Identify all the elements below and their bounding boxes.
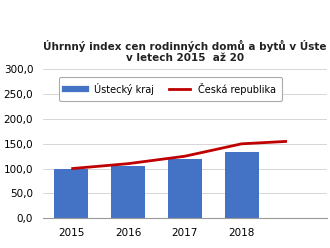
Bar: [168, 159, 202, 218]
Bar: [111, 166, 145, 218]
Legend: Ústecký kraj, Česká republika: Ústecký kraj, Česká republika: [59, 77, 282, 101]
Bar: [224, 152, 259, 218]
Title: Úhrnný index cen rodinných domů a bytů v Úste
v letech 2015  až 20: Úhrnný index cen rodinných domů a bytů v…: [43, 39, 327, 63]
Bar: [54, 169, 88, 218]
